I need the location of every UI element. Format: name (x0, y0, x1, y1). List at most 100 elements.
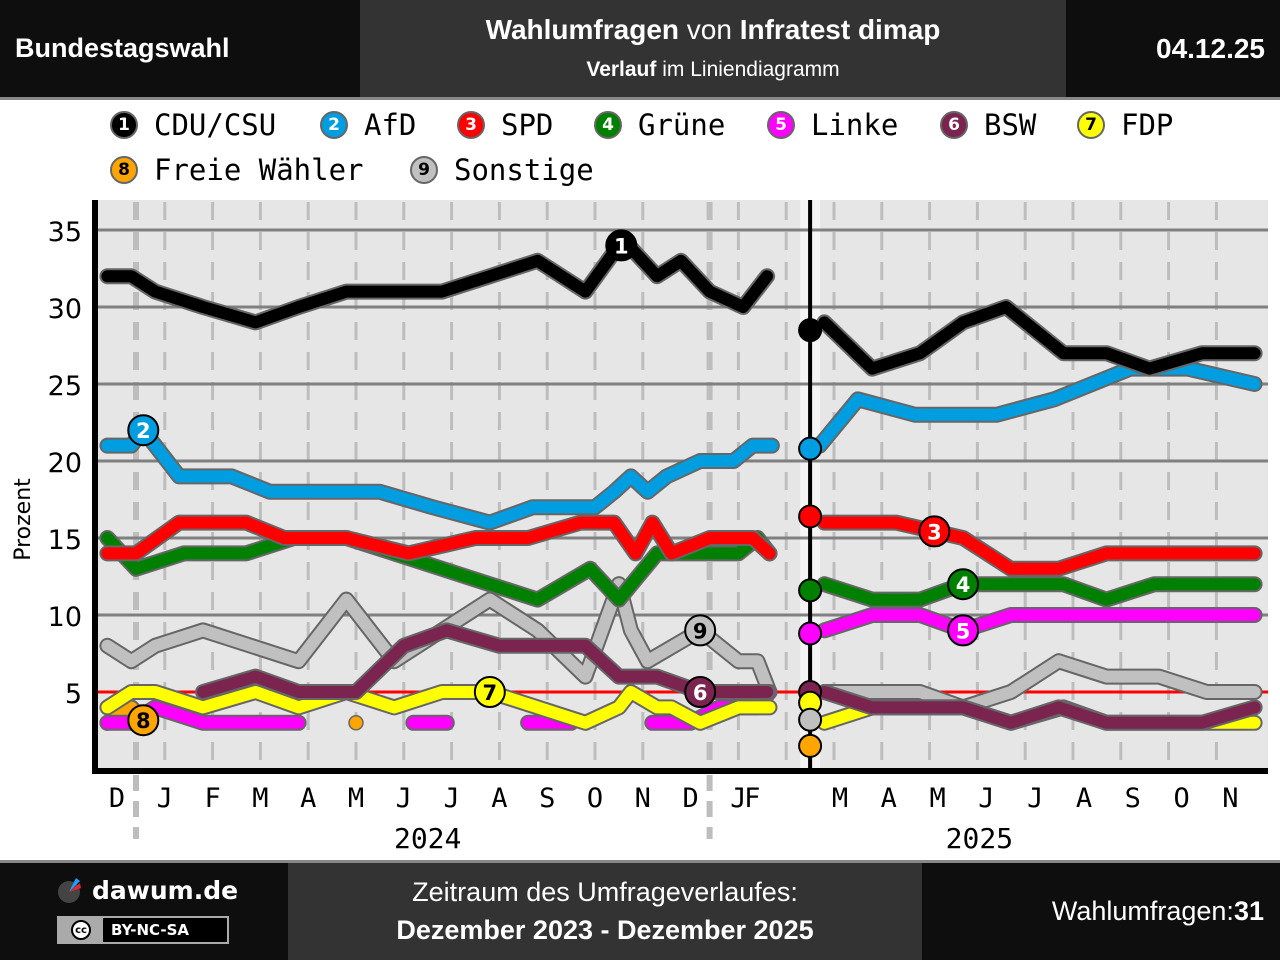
legend-label: CDU/CSU (154, 108, 277, 142)
title-part-polls: Wahlumfragen (485, 14, 679, 45)
series-label-gr-ne: 4 (947, 568, 980, 601)
pie-logo-icon (58, 878, 81, 903)
series-label-spd: 3 (918, 515, 951, 548)
x-month-label: N (1222, 783, 1238, 814)
legend-label: Linke (811, 108, 899, 142)
y-tick-label: 20 (48, 448, 82, 479)
series-line-linke (818, 609, 1261, 637)
y-tick-label: 30 (48, 294, 82, 325)
series-line-sonstige (101, 578, 776, 698)
legend-label: Freie Wähler (154, 153, 364, 187)
y-axis-label: Prozent (11, 478, 36, 561)
series-line-cdu-csu (818, 301, 1261, 375)
chart-subtitle: Verlauf im Liniendiagramm (360, 58, 1066, 82)
legend-marker: 6 (940, 111, 968, 139)
series-label-circle (127, 704, 160, 737)
series-label-circle (684, 676, 717, 708)
series-label-circle (947, 614, 980, 647)
series-label-fdp: 7 (473, 676, 506, 708)
x-month-label: D (682, 783, 698, 814)
footer-divider (0, 860, 1280, 863)
election-name: Bundestagswahl (0, 0, 360, 97)
x-month-label: A (491, 783, 507, 814)
series-label-number: 8 (136, 709, 151, 733)
subtitle-part-rest: im Liniendiagramm (656, 58, 840, 81)
x-month-label: D (109, 783, 125, 814)
x-month-label: S (1125, 783, 1141, 814)
license-text: BY-NC-SA (111, 921, 190, 939)
period-value: Dezember 2023 - Dezember 2025 (396, 915, 814, 945)
header-title-block: Wahlumfragen von Infratest dimap Verlauf… (360, 0, 1066, 97)
series-line-sonstige (818, 655, 1261, 714)
y-tick-label: 15 (48, 525, 82, 556)
x-month-label: F (204, 783, 220, 814)
x-month-label: A (300, 783, 316, 814)
legend-marker: 9 (410, 156, 438, 184)
series-label-sonstige: 9 (684, 614, 717, 647)
date-label: 04.12.25 (1066, 0, 1280, 97)
site-logo[interactable]: dawum.de (56, 875, 238, 905)
poll-count-label: Wahlumfragen: (1051, 896, 1234, 926)
series-line-cdu-csu (101, 239, 774, 329)
series-line-afd (101, 424, 778, 529)
x-month-label: J (443, 783, 459, 814)
legend-item-bsw[interactable]: 6 BSW (940, 105, 1036, 145)
period-label: Zeitraum des Umfrageverlaufes: (412, 877, 798, 907)
legend-label: BSW (984, 108, 1037, 142)
election-result-marker-spd (798, 504, 823, 529)
x-month-label: A (1076, 783, 1092, 814)
y-tick-label: 10 (48, 602, 82, 633)
legend-item-afd[interactable]: 2 AfD (320, 105, 416, 145)
legend-marker: 7 (1077, 111, 1105, 139)
legend-item-sonstige[interactable]: 9 Sonstige (410, 150, 594, 190)
series-label-number: 6 (693, 681, 708, 705)
legend-item-gr-ne[interactable]: 4 Grüne (594, 105, 725, 145)
y-tick-label: 35 (48, 217, 82, 248)
chart-title: Wahlumfragen von Infratest dimap (360, 14, 1066, 46)
election-result-marker-sonstige (798, 707, 823, 732)
legend-item-linke[interactable]: 5 Linke (767, 105, 898, 145)
legend-item-freie-w-hler[interactable]: 8 Freie Wähler (110, 150, 364, 190)
x-month-label: J (157, 783, 173, 814)
poll-count: Wahlumfragen: 31 (922, 863, 1280, 960)
series-label-cdu-csu: 1 (605, 229, 638, 262)
cc-icon: cc (71, 920, 91, 940)
legend-item-cdu-csu[interactable]: 1 CDU/CSU (110, 105, 276, 145)
legend-item-fdp[interactable]: 7 FDP (1077, 105, 1173, 145)
x-month-label: O (587, 783, 603, 814)
legend-item-spd[interactable]: 3 SPD (457, 105, 553, 145)
y-tick-label: 25 (48, 371, 82, 402)
poll-count-value: 31 (1233, 896, 1264, 926)
series-line-gr-ne (818, 578, 1261, 606)
y-tick-label: 5 (65, 679, 82, 710)
x-month-label: J (978, 783, 994, 814)
period-block: Zeitraum des Umfrageverlaufes: Dezember … (288, 863, 922, 960)
x-month-label: N (635, 783, 651, 814)
title-part-institute: Infratest dimap (739, 14, 941, 45)
series-label-afd: 2 (127, 414, 160, 447)
legend-marker: 4 (594, 111, 622, 139)
series-label-circle (947, 568, 980, 601)
subtitle-part-bold: Verlauf (586, 58, 657, 81)
series-label-number: 7 (483, 681, 498, 705)
x-month-label: O (1173, 783, 1189, 814)
x-month-label: S (539, 783, 555, 814)
x-month-label: M (832, 783, 848, 814)
legend-marker: 2 (320, 111, 348, 139)
legend-label: Grüne (638, 108, 726, 142)
series-label-number: 1 (614, 234, 629, 258)
x-month-label: A (881, 783, 897, 814)
x-year-label: 2024 (394, 822, 461, 855)
election-result-marker-linke (798, 621, 823, 646)
legend-label: Sonstige (454, 153, 594, 187)
site-name[interactable]: dawum.de (92, 875, 239, 905)
election-result-marker-freie-w-hler (798, 733, 823, 758)
legend-label: FDP (1121, 108, 1174, 142)
series-label-number: 9 (693, 619, 708, 643)
series-label-circle (918, 515, 951, 548)
series-label-circle (127, 414, 160, 447)
series-point-freie-w-hler (348, 715, 364, 731)
license-badge[interactable]: cc BY-NC-SA (57, 916, 229, 944)
legend-marker: 5 (767, 111, 795, 139)
series-label-freie-w-hler: 8 (127, 704, 160, 737)
